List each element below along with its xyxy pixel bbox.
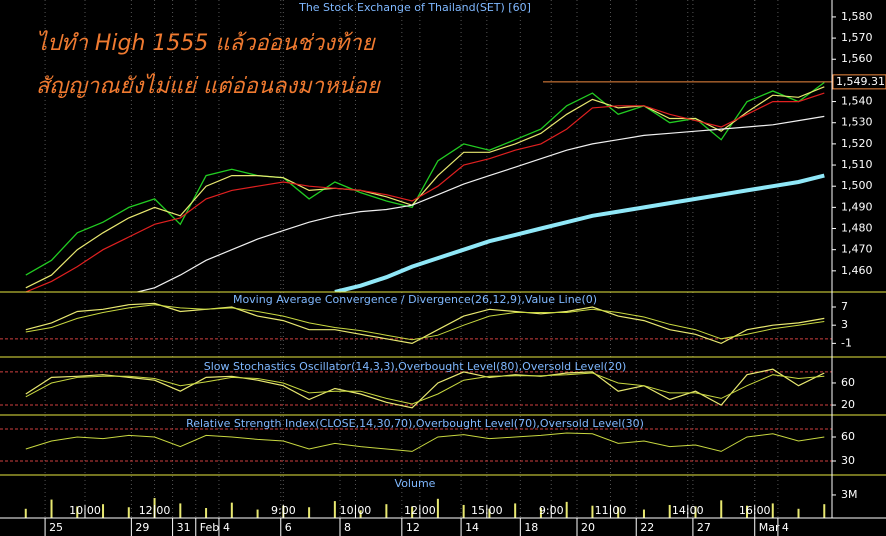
volume-bar	[76, 506, 79, 518]
volume-bar	[308, 507, 311, 518]
volume-bar	[127, 507, 130, 518]
y-tick-label: 60	[841, 376, 855, 389]
x-tick-label: Mar	[759, 521, 780, 534]
x-tick-label: 20	[581, 521, 595, 534]
x-tick-label: 4	[782, 521, 789, 534]
panel-title: Relative Strength Index(CLOSE,14,30,70),…	[186, 417, 644, 430]
volume-bar	[539, 508, 542, 518]
x-tick-label: 29	[135, 521, 149, 534]
y-tick-label: 1,500	[841, 179, 873, 192]
annotation: ไปทำ High 1555 แล้วอ่อนช่วงท้าย	[36, 30, 377, 56]
y-tick-label: 7	[841, 300, 848, 313]
chart-title: The Stock Exchange of Thailand(SET) [60]	[298, 1, 531, 14]
x-tick-label: 16:00	[739, 504, 771, 517]
x-tick-label: 9:00	[539, 504, 564, 517]
y-tick-label: 3	[841, 318, 848, 331]
volume-bar	[50, 499, 53, 518]
x-tick-label: 18	[524, 521, 538, 534]
series-line	[25, 86, 825, 289]
y-tick-label: 1,470	[841, 243, 873, 256]
volume-bar	[720, 500, 723, 518]
series-line	[134, 115, 825, 292]
volume-bar	[436, 498, 439, 518]
volume-bar	[24, 508, 27, 518]
series-line	[25, 304, 825, 341]
volume-bar	[462, 504, 465, 518]
volume-bar	[617, 507, 620, 518]
x-tick-label: 15:00	[471, 504, 503, 517]
panel-title: Volume	[395, 477, 436, 490]
y-tick-label: 1,530	[841, 116, 873, 129]
panel	[25, 81, 825, 292]
volume-bar	[333, 501, 336, 518]
volume-bar	[745, 505, 748, 518]
volume-bar	[256, 509, 259, 518]
panel-title: Moving Average Convergence / Divergence(…	[233, 293, 597, 306]
x-tick-label: 14	[465, 521, 479, 534]
volume-bar	[102, 504, 105, 518]
y-tick-label: -1	[841, 336, 852, 349]
series-line	[25, 432, 825, 452]
volume-bar	[205, 508, 208, 518]
y-tick-label: 1,510	[841, 158, 873, 171]
y-tick-label: 1,480	[841, 222, 873, 235]
volume-bar	[179, 503, 182, 518]
y-tick-label: 1,460	[841, 264, 873, 277]
x-tick-label: 12:00	[404, 504, 436, 517]
panel	[0, 368, 832, 409]
y-tick-label: 30	[841, 454, 855, 467]
volume-bar	[385, 504, 388, 518]
volume-bar	[771, 503, 774, 518]
x-tick-label: 11:00	[595, 504, 627, 517]
x-tick-label: 12	[406, 521, 420, 534]
panel-title: Slow Stochastics Oscillator(14,3,3),Over…	[204, 360, 627, 373]
x-tick-label: 31	[177, 521, 191, 534]
series-line	[25, 92, 825, 292]
x-tick-label: 10:00	[340, 504, 372, 517]
y-tick-label: 60	[841, 430, 855, 443]
y-tick-label: 20	[841, 398, 855, 411]
x-tick-label: 10:00	[69, 504, 101, 517]
x-tick-label: 6	[285, 521, 292, 534]
panel	[0, 302, 832, 345]
volume-bar	[642, 509, 645, 518]
x-tick-label: 25	[49, 521, 63, 534]
volume-bar	[823, 504, 826, 518]
x-tick-label: 14:00	[672, 504, 704, 517]
x-tick-label: 9:00	[271, 504, 296, 517]
y-tick-label: 1,570	[841, 31, 873, 44]
y-tick-label: 3M	[841, 488, 858, 501]
y-tick-label: 1,580	[841, 10, 873, 23]
volume-bar	[565, 501, 568, 518]
x-tick-label: 4	[223, 521, 230, 534]
annotation: สัญญาณยังไม่แย่ แต่อ่อนลงมาหน่อย	[36, 73, 382, 99]
volume-bar	[797, 508, 800, 518]
y-tick-label: 1,520	[841, 137, 873, 150]
x-tick-label: 12:00	[139, 504, 171, 517]
volume-bar	[514, 503, 517, 518]
volume-bar	[230, 502, 233, 518]
volume-bar	[488, 508, 491, 518]
volume-bar	[359, 510, 362, 518]
last-price-label: 1,549.31	[836, 75, 885, 88]
x-tick-label: Feb	[200, 521, 219, 534]
y-tick-label: 1,540	[841, 95, 873, 108]
y-tick-label: 1,560	[841, 52, 873, 65]
series-line	[25, 372, 825, 405]
y-tick-label: 1,490	[841, 200, 873, 213]
last-price-box	[832, 74, 886, 90]
x-tick-label: 22	[640, 521, 654, 534]
volume-bar	[411, 506, 414, 518]
volume-bar	[694, 506, 697, 518]
panel	[0, 428, 832, 462]
x-tick-label: 8	[344, 521, 351, 534]
x-tick-label: 27	[697, 521, 711, 534]
volume-bar	[591, 505, 594, 518]
volume-bar	[668, 504, 671, 518]
series-line	[334, 173, 825, 292]
